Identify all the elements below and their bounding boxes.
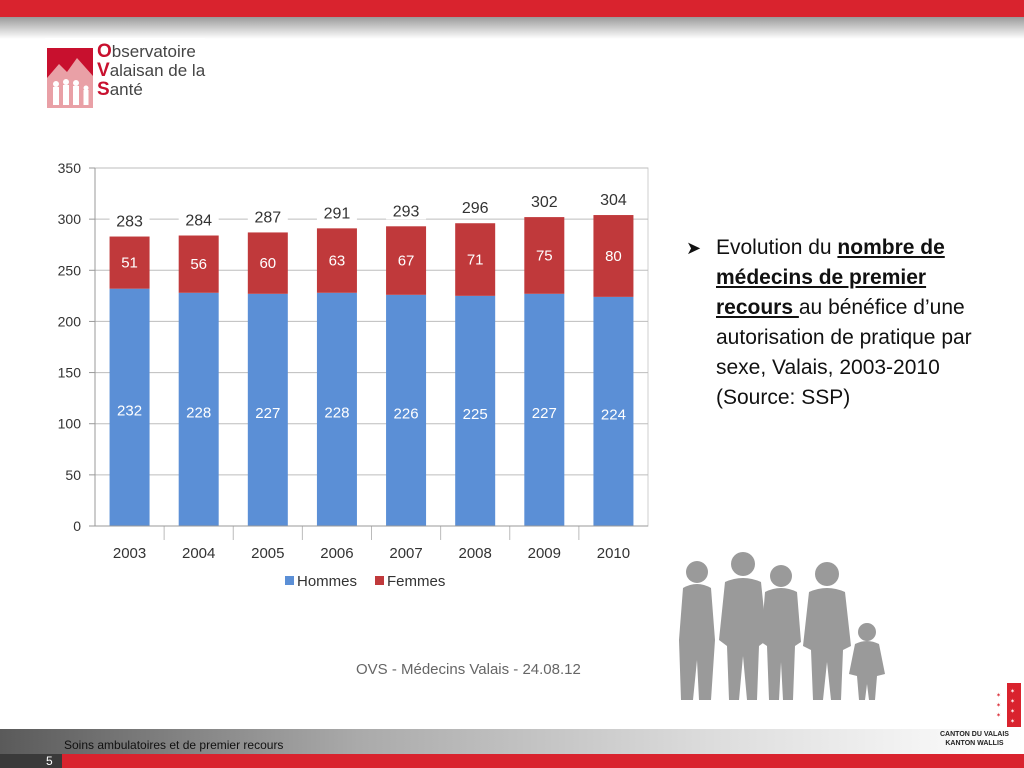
legend-label-hommes: Hommes (297, 573, 357, 590)
bar-femmes (109, 236, 150, 289)
svg-text:✶: ✶ (996, 712, 1001, 719)
bullet-lead: Evolution du (716, 236, 838, 259)
total-label-bg (593, 190, 634, 209)
data-label-hommes: 227 (255, 405, 280, 422)
bar-femmes (455, 223, 496, 296)
chart-footnote: OVS - Médecins Valais - 24.08.12 (356, 661, 581, 678)
bar-femmes (524, 217, 565, 294)
total-label: 287 (254, 209, 281, 226)
logo-text: Observatoire Valaisan de la Santé (97, 41, 206, 100)
x-tick-label: 2007 (389, 545, 422, 562)
data-label-femmes: 71 (467, 252, 484, 269)
canton-label: CANTON DU VALAIS KANTON WALLIS (940, 731, 1009, 747)
svg-text:✶: ✶ (1010, 708, 1015, 715)
bar-hommes (109, 288, 150, 526)
canton-flag-icon: ✶ ✶ ✶ ✶ ✶ ✶ ✶ (996, 683, 1021, 727)
legend-swatch-hommes (285, 576, 294, 585)
x-tick-label: 2008 (459, 545, 492, 562)
x-tick-label: 2010 (597, 545, 630, 562)
bar-hommes (593, 296, 634, 526)
bar-hommes (524, 293, 565, 526)
bar-femmes (316, 228, 357, 293)
bar-hommes (316, 292, 357, 526)
x-tick-label: 2006 (320, 545, 353, 562)
y-tick-label: 200 (58, 313, 82, 329)
data-label-femmes: 63 (329, 253, 346, 270)
y-tick-label: 100 (58, 416, 82, 432)
plot-frame (94, 167, 649, 527)
svg-text:✶: ✶ (996, 702, 1001, 709)
data-label-hommes: 224 (601, 406, 626, 423)
logo-figures-icon (47, 48, 93, 108)
page-number: 5 (46, 754, 53, 768)
data-label-hommes: 228 (186, 404, 211, 421)
bar-femmes (593, 215, 634, 297)
x-tick-label: 2005 (251, 545, 284, 562)
svg-text:✶: ✶ (1010, 718, 1015, 725)
data-label-hommes: 228 (324, 404, 349, 421)
data-label-hommes: 232 (117, 402, 142, 419)
total-label: 304 (600, 192, 627, 209)
y-tick-label: 150 (58, 365, 82, 381)
data-label-femmes: 56 (190, 256, 207, 273)
total-label: 283 (116, 214, 143, 231)
legend-swatch-femmes (375, 576, 384, 585)
data-label-femmes: 60 (259, 255, 276, 272)
data-label-femmes: 67 (398, 253, 415, 270)
data-label-hommes: 226 (394, 405, 419, 422)
data-label-femmes: 80 (605, 248, 622, 265)
total-label-bg (386, 201, 427, 220)
total-label: 284 (185, 213, 212, 230)
total-label-bg (109, 211, 150, 230)
bar-hommes (247, 293, 288, 526)
data-label-hommes: 225 (463, 406, 488, 423)
total-label: 293 (393, 203, 420, 220)
arrow-bullet-icon: ➤ (686, 238, 702, 258)
y-tick-label: 350 (58, 160, 82, 176)
data-label-hommes: 227 (532, 405, 557, 422)
total-label: 296 (462, 200, 489, 217)
top-red-bar (0, 0, 1024, 17)
data-label-femmes: 75 (536, 247, 553, 264)
y-tick-label: 300 (58, 211, 82, 227)
bar-femmes (247, 232, 288, 294)
bar-femmes (178, 235, 219, 293)
total-label: 302 (531, 194, 558, 211)
bottom-red-bar (62, 754, 1024, 768)
svg-text:✶: ✶ (1010, 698, 1015, 705)
y-tick-label: 50 (65, 467, 81, 483)
x-tick-label: 2004 (182, 545, 215, 562)
bar-hommes (455, 295, 496, 526)
x-tick-label: 2009 (528, 545, 561, 562)
y-tick-label: 0 (73, 518, 81, 534)
y-tick-label: 250 (58, 262, 82, 278)
stacked-bar-chart: 0 50 100 150 200 250 300 350 232 51 283 2003 228 56 28… (58, 160, 649, 590)
section-title: Soins ambulatoires et de premier recours (64, 738, 284, 752)
bar-hommes (178, 292, 219, 526)
ovs-logo: Observatoire Valaisan de la Santé (45, 38, 205, 110)
total-label-bg (247, 207, 288, 226)
total-label: 291 (324, 205, 351, 222)
legend-label-femmes: Femmes (387, 573, 445, 590)
x-tick-label: 2003 (113, 545, 146, 562)
svg-text:✶: ✶ (1010, 688, 1015, 695)
family-silhouette (679, 552, 885, 700)
total-label-bg (178, 210, 219, 229)
top-shade (0, 17, 1024, 39)
bullet-bold: nombre de médecins de premier recours (716, 236, 945, 319)
total-label-bg (455, 198, 496, 217)
bar-femmes (386, 226, 427, 295)
bullet-rest: au bénéfice d’une autorisation de pratiq… (716, 296, 972, 409)
total-label-bg (316, 203, 357, 222)
total-label-bg (524, 192, 565, 211)
bar-hommes (386, 294, 427, 526)
bullet-text: ➤ Evolution du nombre de médecins de pre… (686, 233, 993, 413)
data-label-femmes: 51 (121, 255, 138, 272)
svg-text:✶: ✶ (996, 692, 1001, 699)
bottom-dark-bar (0, 754, 62, 768)
